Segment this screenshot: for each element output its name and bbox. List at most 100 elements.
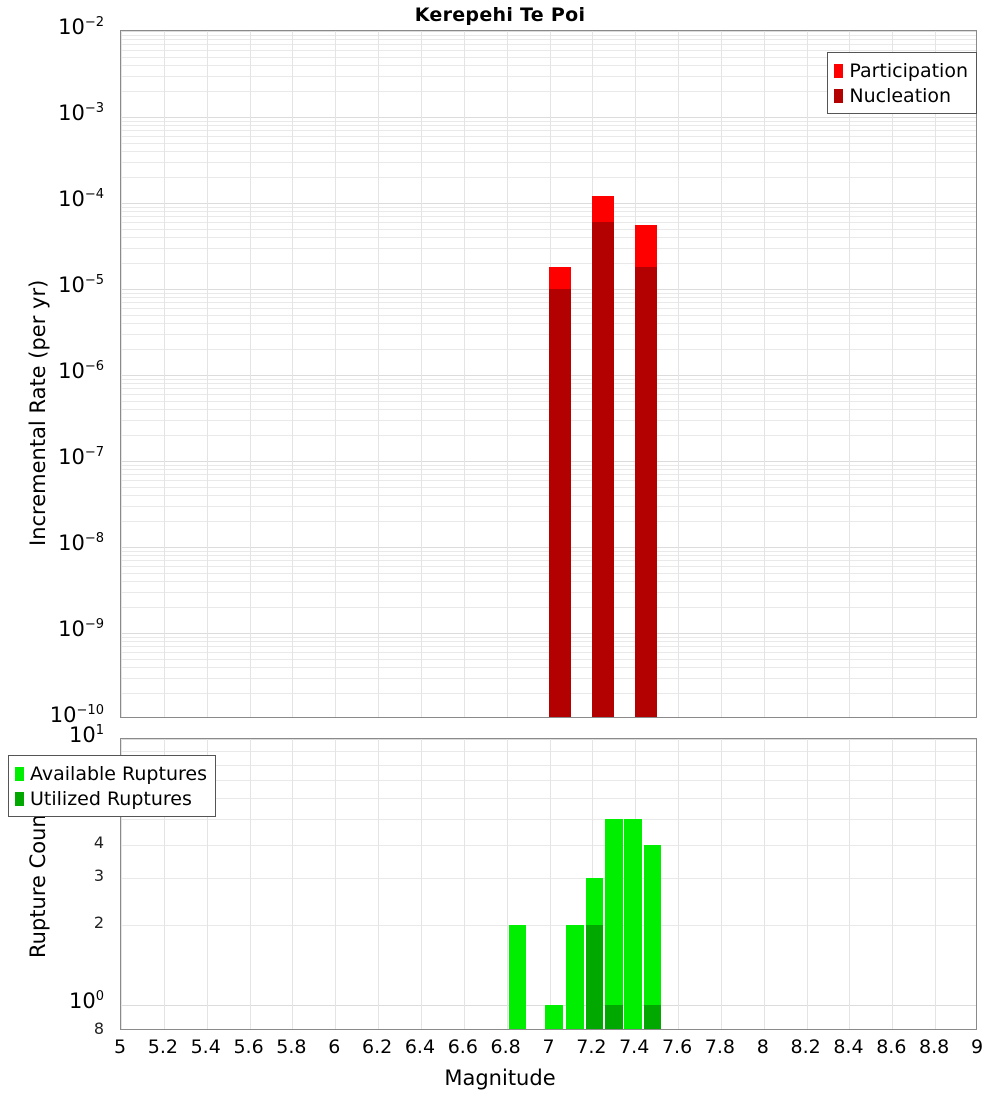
gridline	[121, 91, 976, 93]
gridline	[763, 31, 765, 717]
x-axis-tick-label: 7.6	[661, 1036, 693, 1058]
gridline	[121, 646, 976, 648]
gridline	[292, 31, 294, 717]
nucleation-bar	[634, 267, 658, 717]
legend-swatch-icon	[834, 63, 844, 78]
lower-y-axis-label: Rupture Count	[26, 806, 50, 958]
gridline	[506, 31, 508, 717]
gridline	[121, 400, 976, 402]
gridline	[506, 739, 508, 1029]
x-axis-label: Magnitude	[444, 1066, 556, 1090]
gridline	[678, 739, 680, 1029]
available-ruptures-bar	[643, 844, 662, 1029]
x-axis-tick-label: 5.2	[147, 1036, 178, 1058]
gridline	[335, 31, 337, 717]
gridline	[420, 739, 422, 1029]
y-axis-minor-tick-label: 4	[93, 832, 104, 852]
gridline	[849, 31, 851, 717]
lower-plot-legend: Available Ruptures Utilized Ruptures	[8, 755, 216, 817]
gridline	[121, 302, 976, 304]
gridline	[849, 739, 851, 1029]
utilized-ruptures-bar	[585, 925, 604, 1029]
gridline	[121, 222, 976, 224]
gridline	[720, 31, 722, 717]
x-axis-tick-label: 6.4	[404, 1036, 436, 1058]
gridline	[121, 130, 976, 132]
gridline	[121, 378, 976, 380]
gridline	[121, 641, 976, 643]
gridline	[121, 206, 976, 208]
utilized-ruptures-bar	[604, 1005, 623, 1029]
gridline	[378, 31, 380, 717]
gridline	[463, 31, 465, 717]
gridline	[121, 31, 976, 32]
utilized-ruptures-bar	[643, 1005, 662, 1029]
gridline	[121, 878, 976, 880]
gridline	[121, 323, 976, 325]
gridline	[678, 31, 680, 717]
gridline	[892, 31, 894, 717]
gridline	[121, 34, 976, 36]
gridline	[121, 50, 976, 52]
gridline	[163, 31, 165, 717]
gridline	[121, 314, 976, 316]
gridline	[121, 652, 976, 654]
gridline	[121, 566, 976, 568]
gridline	[121, 555, 976, 557]
gridline	[249, 31, 251, 717]
gridline	[806, 31, 808, 717]
gridline	[121, 39, 976, 41]
upper-y-axis-ticks: 10−2 10−3 10−4 10−5 10−6 10−7 10−8 10−9 10−10	[0, 16, 114, 726]
y-axis-tick-label: 10−5	[58, 273, 104, 297]
gridline	[121, 56, 976, 58]
x-axis-tick-label: 9	[970, 1036, 984, 1058]
gridline	[121, 333, 976, 335]
x-axis-tick-label: 8.4	[833, 1036, 864, 1058]
legend-label: Nucleation	[849, 84, 952, 107]
gridline	[121, 633, 976, 634]
gridline	[121, 739, 122, 1029]
gridline	[121, 658, 976, 660]
legend-label: Available Ruptures	[30, 762, 207, 785]
available-ruptures-bar	[566, 925, 584, 1029]
gridline	[463, 739, 465, 1029]
gridline	[121, 819, 976, 821]
gridline	[121, 925, 976, 927]
y-axis-minor-tick-label: 3	[93, 866, 104, 886]
gridline	[720, 739, 722, 1029]
gridline	[121, 289, 976, 290]
gridline	[935, 739, 937, 1029]
gridline	[121, 474, 976, 476]
upper-y-axis-label: Incremental Rate (per yr)	[26, 279, 50, 546]
gridline	[163, 739, 165, 1029]
x-axis-tick-label: 6	[328, 1036, 341, 1058]
gridline	[549, 739, 551, 1029]
upper-plot-gridlines	[121, 31, 976, 717]
lower-legend-item: Utilized Ruptures	[15, 786, 207, 811]
y-axis-tick-label: 10−10	[49, 703, 104, 727]
gridline	[121, 764, 976, 766]
gridline	[121, 581, 976, 583]
x-axis-tick-label: 6.2	[361, 1036, 393, 1058]
page-title: Kerepehi Te Poi	[414, 4, 586, 26]
gridline	[121, 495, 976, 497]
gridline	[121, 409, 976, 411]
gridline	[121, 151, 976, 153]
gridline	[121, 464, 976, 466]
gridline	[121, 560, 976, 562]
gridline	[249, 739, 251, 1029]
upper-plot-legend: Participation Nucleation	[827, 52, 977, 114]
gridline	[763, 739, 765, 1029]
gridline	[121, 349, 976, 351]
x-axis-tick-label: 6.8	[490, 1036, 521, 1058]
x-axis-tick-label: 5.4	[190, 1036, 221, 1058]
y-axis-tick-label: 10−2	[58, 15, 104, 39]
gridline	[378, 739, 380, 1029]
y-axis-minor-tick-label: 2	[93, 913, 104, 933]
x-axis-tick-label: 7.4	[619, 1036, 650, 1058]
available-ruptures-bar	[508, 925, 527, 1029]
y-axis-tick-label: 100	[68, 989, 104, 1014]
x-axis-tick-label: 7.8	[704, 1036, 735, 1058]
gridline	[121, 486, 976, 488]
